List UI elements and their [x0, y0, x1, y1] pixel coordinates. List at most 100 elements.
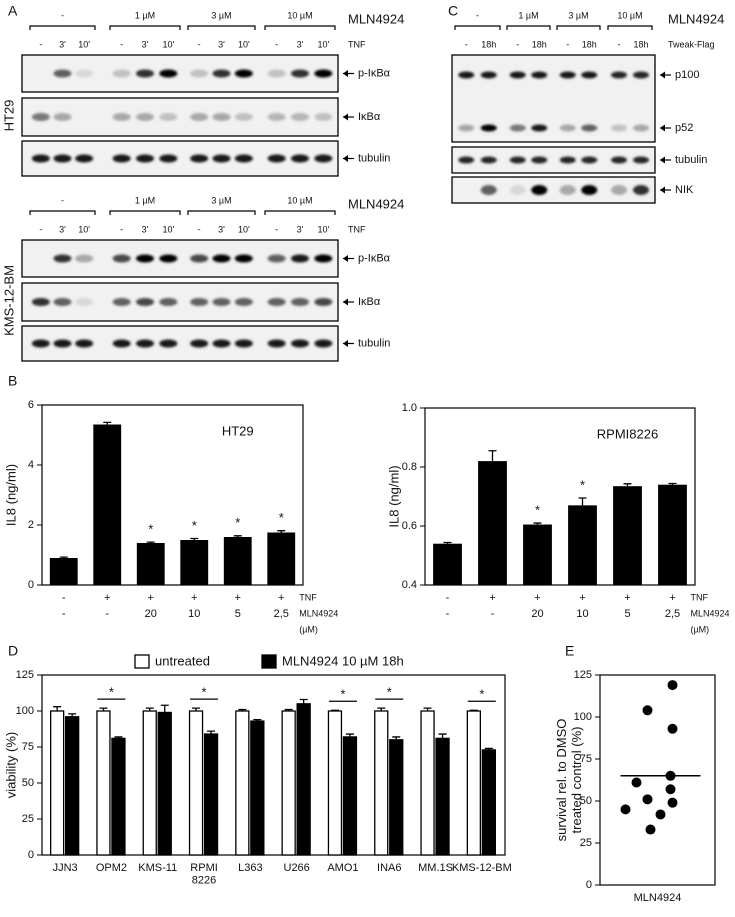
legend-label: MLN4924 10 µM 18h — [282, 653, 404, 668]
blot-band — [212, 298, 231, 306]
lane-label: - — [39, 224, 42, 234]
error-bar — [484, 747, 493, 750]
blot-band — [159, 298, 178, 306]
category-label: + — [104, 592, 110, 604]
lane-label: - — [39, 39, 42, 49]
blot-band — [212, 154, 231, 163]
blot-band — [112, 298, 131, 306]
error-bar — [469, 709, 478, 711]
lane-label: 10' — [238, 39, 250, 49]
lane-label: 18h — [633, 39, 648, 49]
group-bracket — [506, 25, 551, 30]
category-label: - — [446, 608, 450, 620]
y-tick-label: 2 — [28, 519, 34, 531]
panel-label: E — [565, 643, 574, 659]
error-bar — [146, 541, 155, 543]
blot-band — [136, 154, 154, 163]
group-label: 3 µM — [211, 195, 231, 205]
blot-band — [267, 69, 286, 78]
error-bar — [192, 707, 201, 711]
blot-band — [159, 113, 178, 121]
row-label: MLN4924 — [691, 608, 730, 618]
lane-label: - — [516, 39, 519, 49]
y-tick-label: 0.4 — [402, 579, 417, 591]
blot-band — [291, 154, 309, 163]
y-tick-label: 0.6 — [402, 520, 417, 532]
bar — [142, 710, 157, 856]
row-label: TNF — [691, 592, 709, 602]
blot-band — [136, 298, 154, 306]
band-label: tubulin — [675, 154, 707, 166]
error-bar — [299, 698, 308, 704]
blot-band — [53, 113, 72, 121]
lane-label: - — [275, 39, 278, 49]
category-label: + — [534, 592, 540, 604]
y-tick-label: 125 — [574, 669, 592, 681]
blot-band — [267, 113, 286, 121]
lane-label: - — [618, 39, 621, 49]
category-label: 20 — [531, 608, 543, 620]
legend-swatch — [261, 654, 277, 669]
blot-band — [75, 154, 94, 163]
band-label: tubulin — [358, 152, 390, 164]
plot-frame — [41, 674, 506, 856]
plot-frame — [599, 674, 716, 886]
lane-label: 10' — [78, 39, 90, 49]
blot-band — [633, 124, 649, 132]
lane-label: 18h — [532, 39, 547, 49]
x-tick-label: KMS-12-BM — [452, 862, 512, 874]
group-label: 3 µM — [568, 10, 588, 20]
bar — [267, 532, 296, 585]
blot-band — [212, 69, 231, 78]
bar — [96, 710, 111, 856]
blot-band — [291, 298, 309, 306]
y-axis-label: survival rel. to DMSOtreated control (%) — [554, 719, 584, 842]
chart-title: RPMI8226 — [597, 426, 658, 441]
blot-band — [75, 69, 94, 78]
group-bracket — [109, 210, 181, 215]
error-bar — [284, 708, 293, 711]
dot — [631, 777, 642, 788]
dot — [667, 680, 678, 691]
y-tick-label: 25 — [22, 813, 34, 825]
blot-band — [314, 339, 333, 348]
blot-band — [559, 156, 576, 164]
y-tick-label: 6 — [28, 399, 34, 411]
x-tick-label: MLN4924 — [634, 892, 682, 904]
lane-label: - — [275, 224, 278, 234]
significance-mark: * — [535, 502, 540, 517]
bar — [389, 739, 404, 856]
band-label: p52 — [675, 122, 693, 134]
group-label: 1 µM — [135, 10, 155, 20]
y-tick-label: 0 — [28, 579, 34, 591]
bar — [281, 710, 296, 856]
group-bracket — [187, 25, 256, 30]
band-label: NIK — [675, 184, 694, 196]
blot-band — [31, 339, 50, 348]
category-label: + — [579, 592, 585, 604]
blot-band — [559, 124, 576, 132]
blot-band — [458, 71, 475, 79]
arrow-head — [343, 340, 348, 347]
band-label: p-IκBα — [358, 67, 391, 79]
bar — [157, 711, 172, 856]
treatment-label: MLN4924 — [348, 11, 404, 26]
group-label: 3 µM — [211, 10, 231, 20]
blot-band — [212, 113, 231, 121]
chart-title: HT29 — [222, 423, 254, 438]
blot-band — [112, 339, 131, 348]
blot-band — [190, 339, 209, 348]
band-label: p-IκBα — [358, 252, 391, 264]
y-tick-label: 125 — [16, 669, 34, 681]
y-axis-label: viability (%) — [3, 732, 18, 798]
error-bar — [377, 707, 386, 711]
band-label: IκBα — [358, 111, 381, 123]
bar — [223, 537, 252, 585]
blot-band — [480, 124, 497, 132]
blot-band — [190, 69, 209, 78]
arrow-head — [660, 156, 665, 164]
blot-band — [531, 185, 548, 195]
category-label: 5 — [624, 608, 630, 620]
group-bracket — [607, 25, 653, 30]
panel-label: B — [8, 373, 17, 389]
